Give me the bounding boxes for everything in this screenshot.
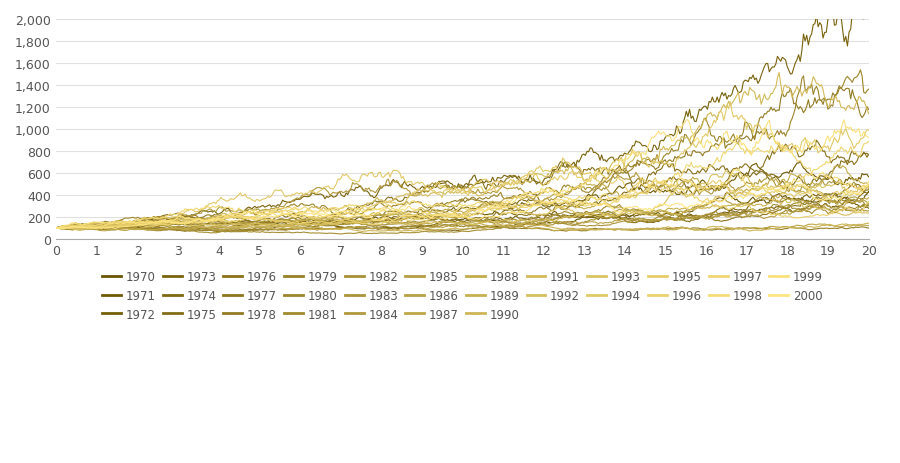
Legend: 1970, 1971, 1972, 1973, 1974, 1975, 1976, 1977, 1978, 1979, 1980, 1981, 1982, 19: 1970, 1971, 1972, 1973, 1974, 1975, 1976…	[97, 265, 828, 325]
